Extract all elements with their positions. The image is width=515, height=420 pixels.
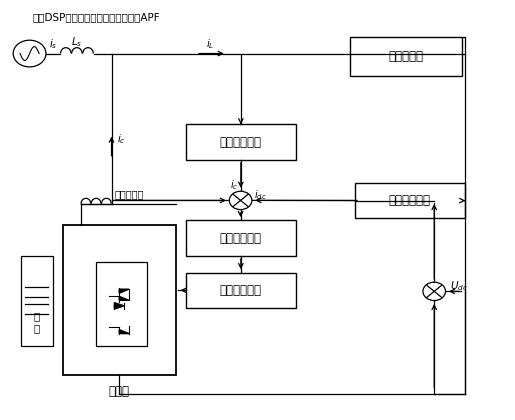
Text: $i_s$: $i_s$ xyxy=(48,37,57,51)
Bar xyxy=(186,273,296,308)
Circle shape xyxy=(13,40,46,67)
Polygon shape xyxy=(119,297,129,300)
Bar xyxy=(186,220,296,256)
Polygon shape xyxy=(119,330,129,333)
Text: 电流跟踪控制: 电流跟踪控制 xyxy=(220,232,262,245)
Text: 谐波电流检测: 谐波电流检测 xyxy=(220,136,262,149)
Bar xyxy=(350,37,462,76)
Bar xyxy=(355,183,465,218)
Text: 输出滤波器: 输出滤波器 xyxy=(114,189,144,200)
Text: 基于DSP比例谐振控制策略的三电平APF: 基于DSP比例谐振控制策略的三电平APF xyxy=(32,12,160,22)
Circle shape xyxy=(229,191,252,210)
Text: 电
容: 电 容 xyxy=(33,312,40,333)
Text: 非线性负载: 非线性负载 xyxy=(388,50,423,63)
Text: 主电路: 主电路 xyxy=(109,385,130,398)
Bar xyxy=(21,256,53,346)
Text: $i_{dc}$: $i_{dc}$ xyxy=(254,188,267,202)
Circle shape xyxy=(423,282,445,301)
Bar xyxy=(63,225,176,375)
Text: $i_c$: $i_c$ xyxy=(116,132,126,146)
Text: $L_s$: $L_s$ xyxy=(71,35,82,49)
Text: $i_L$: $i_L$ xyxy=(207,37,215,51)
Bar xyxy=(186,124,296,160)
Polygon shape xyxy=(119,289,129,293)
Text: $i_c$: $i_c$ xyxy=(230,178,238,192)
Bar xyxy=(96,262,147,346)
Text: 脉冲调制策略: 脉冲调制策略 xyxy=(220,284,262,297)
Text: $U_{dc}$: $U_{dc}$ xyxy=(450,279,468,293)
Polygon shape xyxy=(114,303,124,309)
Text: 母线电压控制: 母线电压控制 xyxy=(389,194,431,207)
